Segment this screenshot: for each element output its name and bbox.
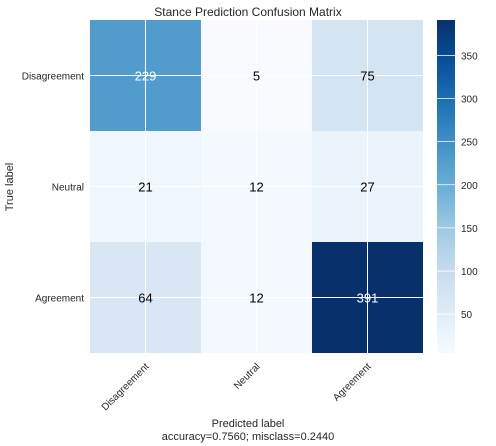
grid-lines: [90, 20, 423, 353]
y-axis-label: True label: [4, 163, 16, 212]
x-tick-label: Agreement: [331, 361, 374, 404]
colorbar-gradient: [437, 20, 455, 353]
colorbar-tick-label: 250: [461, 138, 478, 149]
x-tick-labels: Disagreement Neutral Agreement: [100, 361, 374, 413]
accuracy-footer: accuracy=0.7560; misclass=0.2440: [162, 431, 334, 443]
colorbar-tick-label: 50: [461, 310, 473, 321]
colorbar-tick-label: 150: [461, 224, 478, 235]
cell-value-label: 229: [135, 69, 157, 84]
colorbar-tick-label: 350: [461, 51, 478, 62]
colorbar-tick-label: 300: [461, 95, 478, 106]
cell-value-label: 21: [138, 180, 152, 195]
cell-value-label: 12: [249, 291, 263, 306]
x-tick-label: Neutral: [232, 361, 263, 392]
y-tick-label: Agreement: [35, 294, 84, 305]
y-tick-label: Neutral: [52, 183, 84, 194]
cell-value-labels: 229 5 75 21 12 27 64 12 391: [135, 69, 379, 306]
cell-value-label: 391: [357, 291, 379, 306]
cell-value-label: 5: [253, 69, 260, 84]
cell-value-label: 75: [360, 69, 374, 84]
y-tick-label: Disagreement: [22, 72, 84, 83]
colorbar-tick-label: 200: [461, 181, 478, 192]
cell-value-label: 12: [249, 180, 263, 195]
chart-title: Stance Prediction Confusion Matrix: [154, 5, 341, 19]
cell-value-label: 64: [138, 291, 152, 306]
cell-value-label: 27: [360, 180, 374, 195]
y-tick-labels: Disagreement Neutral Agreement: [22, 72, 84, 305]
colorbar-tick-label: 100: [461, 267, 478, 278]
colorbar: 50 100 150 200 250 300 350: [437, 20, 478, 353]
x-tick-label: Disagreement: [100, 361, 152, 413]
x-axis-label: Predicted label: [212, 418, 285, 430]
